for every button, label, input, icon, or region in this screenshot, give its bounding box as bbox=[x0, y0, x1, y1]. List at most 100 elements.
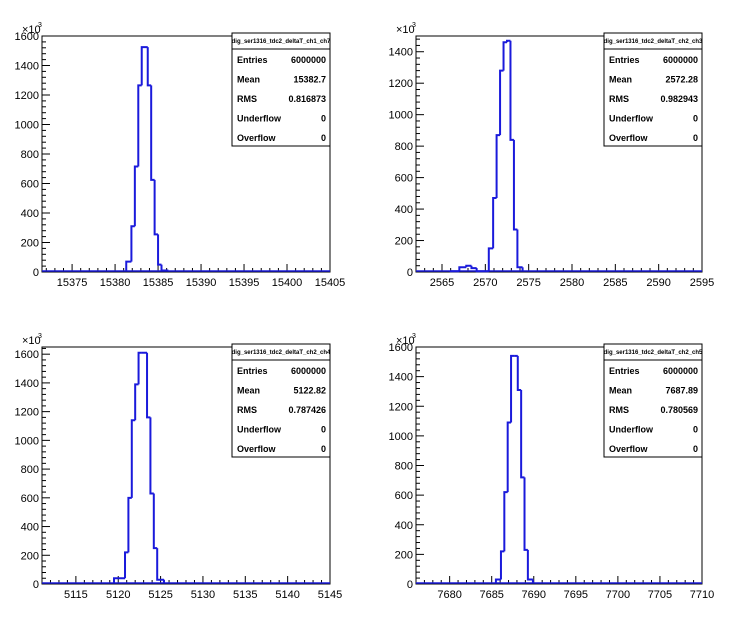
histogram-bin bbox=[156, 548, 164, 581]
y-tick-label: 400 bbox=[21, 522, 39, 534]
histogram-bin bbox=[133, 165, 139, 227]
x-tick-label: 5115 bbox=[64, 589, 88, 601]
y-tick-label: 800 bbox=[395, 141, 413, 153]
x-tick-label: 5125 bbox=[148, 589, 172, 601]
histogram-bin bbox=[475, 268, 489, 273]
y-tick-label: 400 bbox=[395, 520, 413, 532]
y-tick-label: 1200 bbox=[15, 407, 39, 419]
histogram-bin bbox=[130, 419, 136, 498]
histogram-panel: 2565 2570 2575 2580 2585 2590 2595 0 200 400 600 80… bbox=[389, 22, 715, 289]
stat-value: 0 bbox=[321, 425, 326, 435]
stat-label: Mean bbox=[609, 75, 632, 85]
stat-value: 0 bbox=[693, 133, 698, 143]
y-tick-label: 800 bbox=[21, 149, 39, 161]
x-tick-label: 15375 bbox=[57, 277, 88, 289]
stat-label: Entries bbox=[237, 55, 268, 65]
histogram-bin bbox=[146, 47, 152, 87]
x-tick-label: 5120 bbox=[106, 589, 130, 601]
stat-label: RMS bbox=[609, 94, 629, 104]
x-tick-label: 15385 bbox=[143, 277, 174, 289]
histogram-bin bbox=[125, 260, 132, 271]
stat-value: 2572.28 bbox=[665, 75, 698, 85]
y-tick-label: 200 bbox=[395, 549, 413, 561]
x-tick-label: 2590 bbox=[646, 277, 670, 289]
stat-label: RMS bbox=[237, 94, 257, 104]
stats-box-frame bbox=[603, 32, 703, 147]
y-tick-label: 200 bbox=[21, 550, 39, 562]
stat-value: 0 bbox=[321, 444, 326, 454]
x-tick-label: 7705 bbox=[648, 589, 672, 601]
x-tick-label: 2595 bbox=[690, 277, 714, 289]
x-tick-label: 5140 bbox=[275, 589, 299, 601]
stat-value: 0.780569 bbox=[660, 405, 698, 415]
histogram-bin bbox=[492, 197, 497, 249]
histogram-bin bbox=[127, 496, 132, 553]
y-tick-label: 1000 bbox=[15, 120, 39, 132]
histogram-bin bbox=[137, 84, 142, 167]
histogram-name: dig_ser1316_tdc2_deltaT_ch2_ch4 bbox=[232, 350, 331, 356]
x-tick-label: 5145 bbox=[318, 589, 342, 601]
x-tick-label: 2585 bbox=[603, 277, 627, 289]
y-tick-label: 1000 bbox=[15, 435, 39, 447]
histogram-bin bbox=[157, 234, 162, 266]
stat-label: RMS bbox=[237, 405, 257, 415]
stat-value: 6000000 bbox=[663, 55, 698, 65]
histogram-bin bbox=[502, 41, 507, 71]
stat-label: Overflow bbox=[237, 444, 277, 454]
stat-value: 0.982943 bbox=[660, 94, 698, 104]
histogram-bin bbox=[130, 225, 135, 262]
x-tick-label: 7680 bbox=[437, 589, 461, 601]
x-tick-label: 2570 bbox=[473, 277, 497, 289]
histogram-bin bbox=[526, 549, 533, 581]
y-scale-exponent: 3 bbox=[412, 333, 416, 340]
histogram-bin bbox=[509, 40, 514, 141]
y-tick-label: 1200 bbox=[389, 78, 413, 90]
stat-value: 0 bbox=[693, 444, 698, 454]
stat-value: 0.816873 bbox=[288, 94, 326, 104]
y-tick-label: 600 bbox=[395, 173, 413, 185]
histogram-bin bbox=[137, 351, 142, 385]
x-tick-label: 7685 bbox=[479, 589, 503, 601]
histogram-bin bbox=[510, 354, 515, 423]
histogram-bin bbox=[146, 352, 151, 419]
x-tick-label: 5130 bbox=[191, 589, 215, 601]
y-scale-label: ×10 bbox=[396, 335, 415, 347]
y-tick-label: 0 bbox=[33, 579, 39, 591]
histogram-bin bbox=[487, 247, 494, 272]
stat-label: Mean bbox=[609, 386, 632, 396]
y-tick-label: 200 bbox=[395, 236, 413, 248]
y-scale-label: ×10 bbox=[22, 24, 41, 36]
stat-value: 0 bbox=[321, 114, 326, 124]
stat-label: Underflow bbox=[237, 425, 282, 435]
histogram-bin bbox=[149, 417, 154, 495]
y-tick-label: 1600 bbox=[15, 349, 39, 361]
stat-label: Overflow bbox=[609, 133, 649, 143]
x-tick-label: 15390 bbox=[186, 277, 217, 289]
histogram-bin bbox=[124, 551, 129, 579]
stat-value: 6000000 bbox=[663, 366, 698, 376]
histogram-bin bbox=[465, 264, 472, 268]
x-tick-label: 15405 bbox=[315, 277, 346, 289]
y-tick-label: 800 bbox=[395, 461, 413, 473]
stats-box: dig_ser1316_tdc2_deltaT_ch2_ch3 Entries 60… bbox=[603, 32, 703, 147]
x-tick-label: 2565 bbox=[430, 277, 454, 289]
stats-box: dig_ser1316_tdc2_deltaT_ch1_ch7 Entries 60… bbox=[231, 32, 331, 147]
x-tick-label: 7695 bbox=[564, 589, 588, 601]
stat-label: Overflow bbox=[237, 133, 277, 143]
stat-label: Overflow bbox=[609, 444, 649, 454]
histogram-bin bbox=[499, 69, 504, 136]
histogram-bin bbox=[520, 389, 525, 479]
histogram-bin bbox=[512, 139, 518, 231]
stat-label: Mean bbox=[237, 75, 260, 85]
y-tick-label: 1400 bbox=[15, 378, 39, 390]
y-tick-label: 0 bbox=[407, 579, 413, 591]
y-tick-label: 1400 bbox=[15, 61, 39, 73]
histogram-bin bbox=[503, 491, 508, 552]
histogram-bin bbox=[470, 265, 477, 270]
histogram-name: dig_ser1316_tdc2_deltaT_ch1_ch7 bbox=[232, 39, 331, 45]
stats-box-frame bbox=[231, 32, 331, 147]
stat-label: RMS bbox=[609, 405, 629, 415]
histogram-bin bbox=[160, 264, 169, 272]
y-tick-label: 600 bbox=[21, 179, 39, 191]
